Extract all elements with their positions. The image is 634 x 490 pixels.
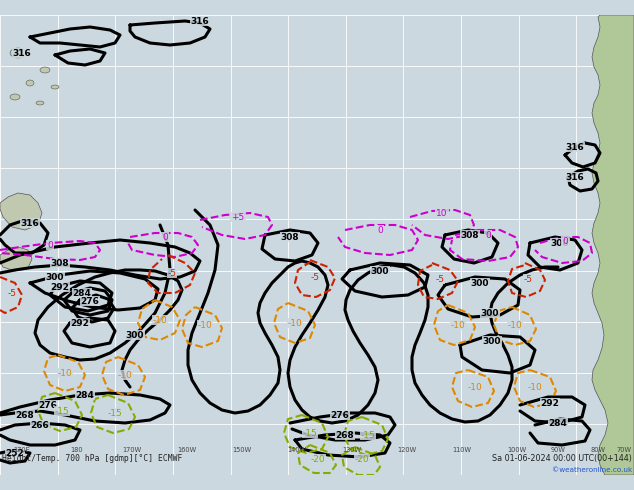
Text: -5: -5 bbox=[311, 272, 320, 281]
Text: ©weatheronline.co.uk: ©weatheronline.co.uk bbox=[552, 467, 632, 473]
Text: Height/Temp. 700 hPa [gdmp][°C] ECMWF: Height/Temp. 700 hPa [gdmp][°C] ECMWF bbox=[2, 454, 183, 463]
Text: 80W: 80W bbox=[590, 447, 605, 453]
Text: -5: -5 bbox=[8, 289, 16, 297]
Text: 316: 316 bbox=[13, 49, 31, 57]
Polygon shape bbox=[592, 15, 634, 475]
Text: 180: 180 bbox=[70, 447, 83, 453]
Text: 316: 316 bbox=[566, 143, 585, 151]
Text: 300: 300 bbox=[481, 309, 499, 318]
Text: 140W: 140W bbox=[287, 447, 307, 453]
Text: 284: 284 bbox=[72, 289, 91, 297]
Text: 10: 10 bbox=[436, 209, 448, 218]
Text: -15: -15 bbox=[55, 407, 69, 416]
Polygon shape bbox=[0, 193, 42, 230]
Text: 316: 316 bbox=[191, 17, 209, 25]
Text: 276: 276 bbox=[330, 411, 349, 419]
Text: 300: 300 bbox=[371, 267, 389, 275]
Polygon shape bbox=[51, 85, 59, 89]
Text: -5: -5 bbox=[524, 274, 533, 284]
Text: -10: -10 bbox=[468, 383, 482, 392]
Text: 308: 308 bbox=[51, 259, 69, 268]
Text: -10: -10 bbox=[288, 318, 302, 327]
Text: -20: -20 bbox=[354, 455, 370, 464]
Polygon shape bbox=[40, 67, 50, 73]
Text: -15: -15 bbox=[361, 431, 375, 440]
Text: 284: 284 bbox=[75, 391, 94, 399]
Text: 0: 0 bbox=[47, 241, 53, 249]
Text: -10: -10 bbox=[451, 320, 465, 329]
Text: 150W: 150W bbox=[233, 447, 252, 453]
Text: 252: 252 bbox=[6, 448, 24, 458]
Text: 100W: 100W bbox=[507, 447, 527, 453]
Text: -10: -10 bbox=[198, 320, 212, 329]
Text: 300: 300 bbox=[46, 272, 64, 281]
Text: 308: 308 bbox=[551, 239, 569, 247]
Polygon shape bbox=[26, 80, 34, 86]
Text: 308: 308 bbox=[281, 232, 299, 242]
Polygon shape bbox=[10, 48, 26, 58]
Text: 266: 266 bbox=[30, 420, 49, 430]
Text: 316: 316 bbox=[566, 172, 585, 181]
Text: 160W: 160W bbox=[178, 447, 197, 453]
Text: 0: 0 bbox=[485, 230, 491, 240]
Text: 284: 284 bbox=[548, 418, 567, 427]
Text: -20: -20 bbox=[311, 455, 325, 464]
Text: 268: 268 bbox=[335, 431, 354, 440]
Text: 268: 268 bbox=[16, 411, 34, 419]
Text: 0: 0 bbox=[377, 225, 383, 235]
Text: -10: -10 bbox=[153, 316, 167, 324]
Text: 300: 300 bbox=[471, 278, 489, 288]
Text: -15: -15 bbox=[108, 409, 122, 417]
Text: 120W: 120W bbox=[398, 447, 417, 453]
Text: 0: 0 bbox=[562, 237, 568, 245]
Text: 300: 300 bbox=[482, 337, 501, 345]
Polygon shape bbox=[36, 101, 44, 105]
Text: Sa 01-06-2024 00:00 UTC(00+144): Sa 01-06-2024 00:00 UTC(00+144) bbox=[492, 454, 632, 463]
Text: +5: +5 bbox=[231, 213, 245, 221]
Text: 110W: 110W bbox=[453, 447, 472, 453]
Text: -15: -15 bbox=[302, 428, 318, 438]
Text: -5: -5 bbox=[436, 274, 444, 284]
Text: 300: 300 bbox=[126, 330, 145, 340]
Text: 170E: 170E bbox=[13, 447, 30, 453]
Text: 292: 292 bbox=[51, 283, 70, 292]
Text: 316: 316 bbox=[21, 219, 39, 227]
Text: 276: 276 bbox=[81, 296, 100, 305]
Text: -10: -10 bbox=[118, 370, 133, 379]
Text: 292: 292 bbox=[541, 398, 559, 408]
Text: 170W: 170W bbox=[122, 447, 141, 453]
Text: 0: 0 bbox=[162, 232, 168, 242]
Text: -10: -10 bbox=[527, 383, 542, 392]
Text: 292: 292 bbox=[70, 318, 89, 327]
Text: 130W: 130W bbox=[342, 447, 361, 453]
Polygon shape bbox=[0, 247, 32, 271]
Text: 308: 308 bbox=[461, 230, 479, 240]
Polygon shape bbox=[10, 94, 20, 100]
Text: 70W: 70W bbox=[616, 447, 631, 453]
Text: -10: -10 bbox=[508, 320, 522, 329]
Text: 90W: 90W bbox=[550, 447, 566, 453]
Text: -10: -10 bbox=[58, 368, 72, 377]
Text: -5: -5 bbox=[167, 269, 176, 277]
Text: 276: 276 bbox=[39, 400, 58, 410]
